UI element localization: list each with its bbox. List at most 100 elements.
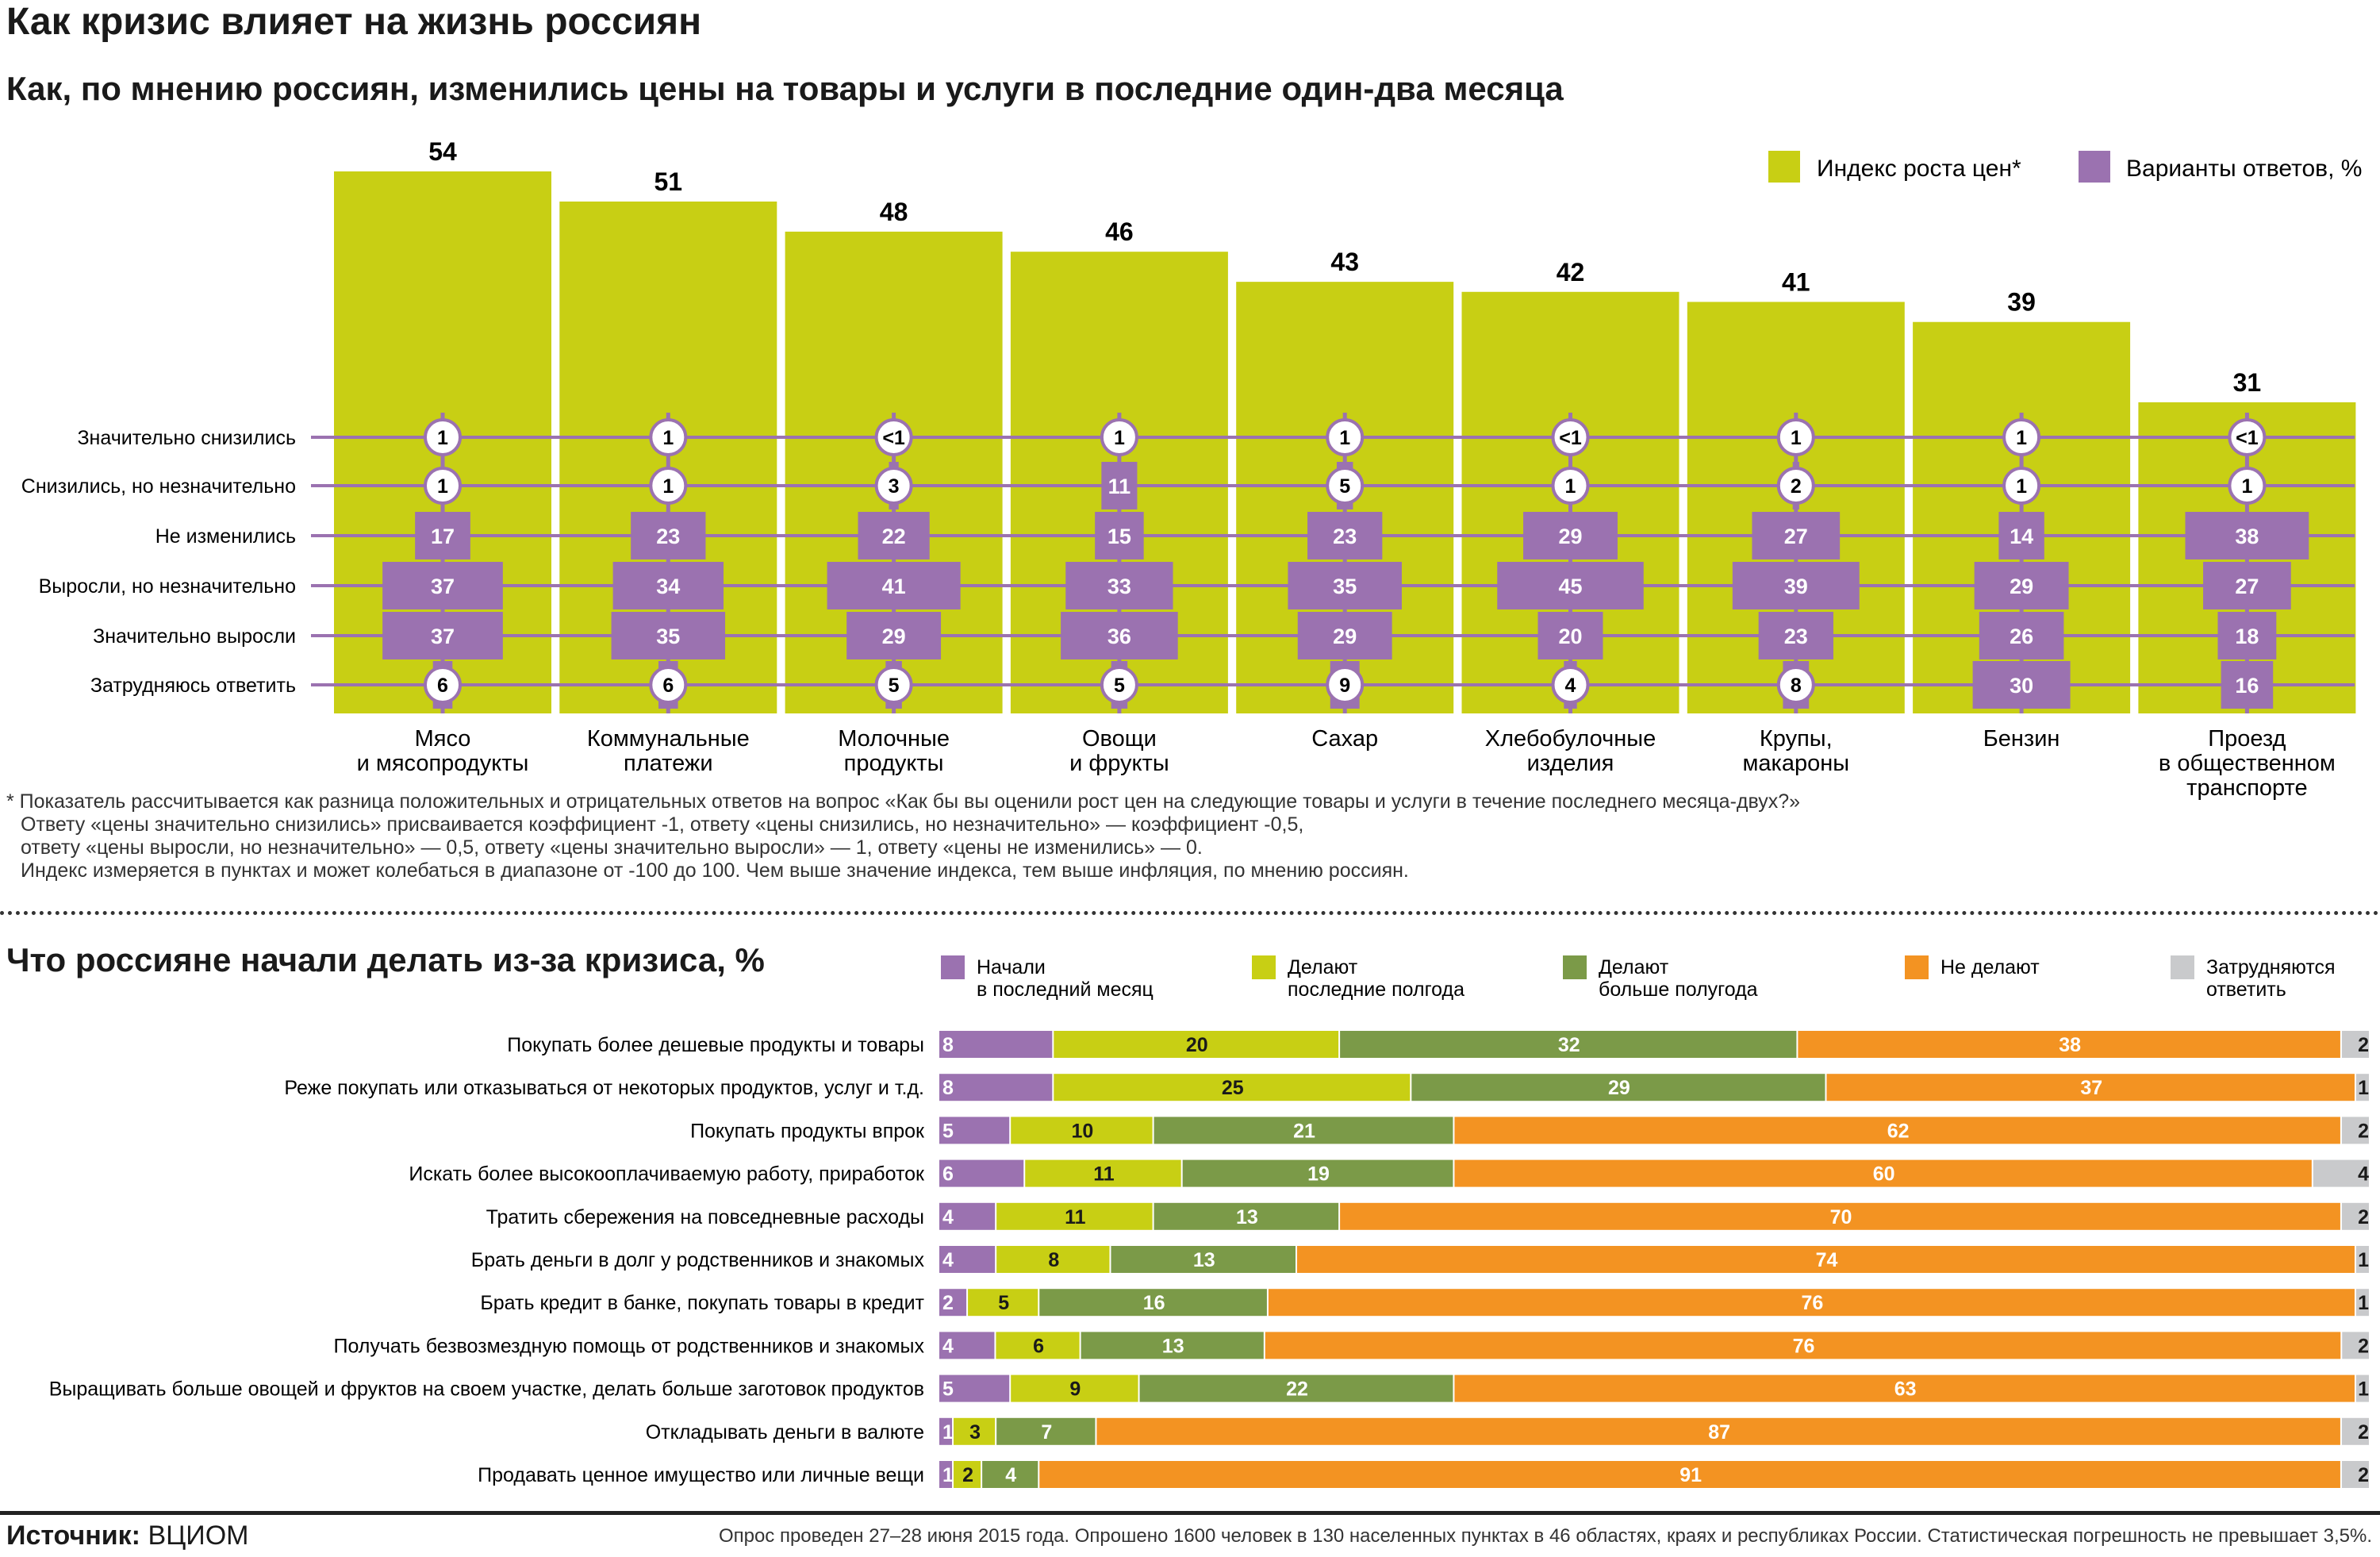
answer-share-label: 1 — [2241, 475, 2252, 498]
answer-share-circle — [1326, 418, 1365, 456]
answer-share-label: 23 — [1333, 525, 1357, 548]
answer-share-circle — [424, 666, 462, 704]
segment-value-label: 87 — [1708, 1421, 1730, 1444]
segment-value-label: 76 — [1793, 1335, 1815, 1357]
answer-share-label: 1 — [437, 475, 448, 498]
stacked-bar-segment — [996, 1246, 1110, 1273]
legend-swatch — [941, 955, 965, 979]
action-row-label: Брать деньги в долг у родственников и зн… — [471, 1249, 925, 1271]
segment-value-label: 8 — [942, 1077, 954, 1099]
segment-value-label: 1 — [942, 1464, 954, 1486]
stacked-bar-segment — [1154, 1202, 1339, 1230]
answer-share-label: 45 — [1558, 575, 1582, 598]
answer-share-circle — [1326, 666, 1365, 704]
answer-share-bar — [612, 562, 724, 609]
footnote: * Показатель рассчитывается как разница … — [6, 790, 1800, 882]
survey-note: Опрос проведен 27–28 июня 2015 года. Опр… — [718, 1525, 2372, 1547]
answer-share-label: 26 — [2010, 625, 2033, 648]
stacked-bar-segment — [1011, 1117, 1153, 1144]
answer-share-label: 35 — [1333, 575, 1357, 598]
segment-value-label: 29 — [1608, 1077, 1630, 1099]
action-row-label: Реже покупать или отказываться от некото… — [284, 1077, 924, 1099]
segment-value-label: 4 — [1005, 1464, 1016, 1486]
action-row-label: Брать кредит в банке, покупать товары в … — [480, 1292, 924, 1314]
answer-share-circle — [2228, 418, 2267, 456]
segment-value-label: 1 — [2358, 1077, 2369, 1099]
answer-share-bar — [2217, 612, 2277, 659]
crisis-actions-chart: Начали в последний месяц Делают последние п… — [49, 955, 2369, 1488]
answer-share-bar — [1979, 612, 2064, 659]
stacked-bar-segment — [1340, 1202, 2340, 1230]
answer-share-label: 1 — [1339, 427, 1350, 449]
answer-share-label: 22 — [882, 525, 906, 548]
legend-label: Делают больше полугода — [1599, 956, 1758, 1001]
stacked-bar-segment — [1054, 1074, 1411, 1101]
stacked-bar-segment — [982, 1461, 1038, 1488]
answer-share-circle — [1551, 467, 1590, 505]
stacked-bar-segment — [2341, 1202, 2369, 1230]
answer-share-bar — [1537, 612, 1603, 659]
stacked-bar-segment — [2355, 1246, 2369, 1273]
answer-share-label: 3 — [889, 475, 900, 498]
answer-share-label: 29 — [1558, 525, 1582, 548]
segment-value-label: 4 — [2358, 1163, 2369, 1186]
answer-share-label: 1 — [1565, 475, 1576, 498]
answer-share-label: 36 — [1107, 625, 1131, 648]
segment-value-label: 74 — [1816, 1249, 1838, 1271]
answer-share-circle — [424, 418, 462, 456]
answer-row-label: Снизились, но незначительно — [21, 475, 296, 498]
stacked-bar-segment — [996, 1202, 1153, 1230]
answer-share-label: 1 — [662, 427, 674, 449]
stacked-bar-segment — [939, 1461, 953, 1488]
segment-value-label: 4 — [942, 1249, 954, 1271]
stacked-bar-segment — [1139, 1374, 1453, 1402]
category-label: Бензин — [1983, 726, 2060, 752]
segment-value-label: 4 — [942, 1335, 954, 1357]
answer-share-label: 1 — [662, 475, 674, 498]
answer-share-circle — [1326, 467, 1365, 505]
stacked-bar-segment — [1154, 1117, 1453, 1144]
segment-value-label: 6 — [1033, 1335, 1044, 1357]
answer-share-circle — [874, 666, 913, 704]
legend-swatch-index — [1768, 151, 1800, 183]
stacked-bar-segment — [1798, 1031, 2340, 1058]
segment-value-label: 2 — [2358, 1421, 2369, 1444]
answer-share-circle — [874, 467, 913, 505]
legend-swatch — [1905, 955, 1929, 979]
stacked-bar-segment — [1265, 1332, 2341, 1359]
stacked-bar-segment — [1454, 1117, 2340, 1144]
footnote-line: Ответу «цены значительно снизились» прис… — [21, 813, 1304, 836]
action-row-label: Покупать продукты впрок — [690, 1120, 925, 1142]
segment-value-label: 2 — [2358, 1034, 2369, 1056]
answer-share-bar — [1732, 562, 1860, 609]
answer-share-bar — [858, 512, 930, 559]
answer-share-label: 39 — [1784, 575, 1808, 598]
answer-share-circle — [2002, 418, 2041, 456]
answer-share-bar — [382, 562, 503, 609]
segment-value-label: 1 — [2358, 1292, 2369, 1314]
index-value-label: 39 — [2007, 288, 2036, 317]
answer-share-bar — [1972, 661, 2071, 709]
stacked-bar-segment — [996, 1332, 1080, 1359]
stacked-bar-segment — [939, 1289, 967, 1317]
answer-share-label: 5 — [1114, 675, 1125, 697]
stacked-bar-segment — [1054, 1031, 1339, 1058]
answer-share-label: 1 — [2016, 475, 2027, 498]
answer-share-label: 34 — [656, 575, 680, 598]
stacked-bar-segment — [2355, 1374, 2369, 1402]
action-row-label: Искать более высокооплачиваемую работу, … — [409, 1163, 925, 1186]
answer-share-bar — [1758, 612, 1833, 659]
answer-share-label: <1 — [1559, 427, 1582, 449]
category-label: Молочные продукты — [838, 726, 950, 776]
answer-row-label: Значительно выросли — [93, 625, 296, 648]
stacked-bar-segment — [1454, 1374, 2355, 1402]
index-value-label: 42 — [1557, 258, 1585, 286]
segment-value-label: 13 — [1236, 1206, 1258, 1228]
category-label: Крупы, макароны — [1742, 726, 1849, 776]
stacked-bar-segment — [939, 1374, 1010, 1402]
segment-value-label: 25 — [1222, 1077, 1244, 1099]
answer-share-bar — [1307, 512, 1383, 559]
stacked-bar-segment — [1340, 1031, 1797, 1058]
answer-share-label: 27 — [2235, 575, 2259, 598]
action-row-label: Тратить сбережения на повседневные расхо… — [486, 1206, 924, 1228]
